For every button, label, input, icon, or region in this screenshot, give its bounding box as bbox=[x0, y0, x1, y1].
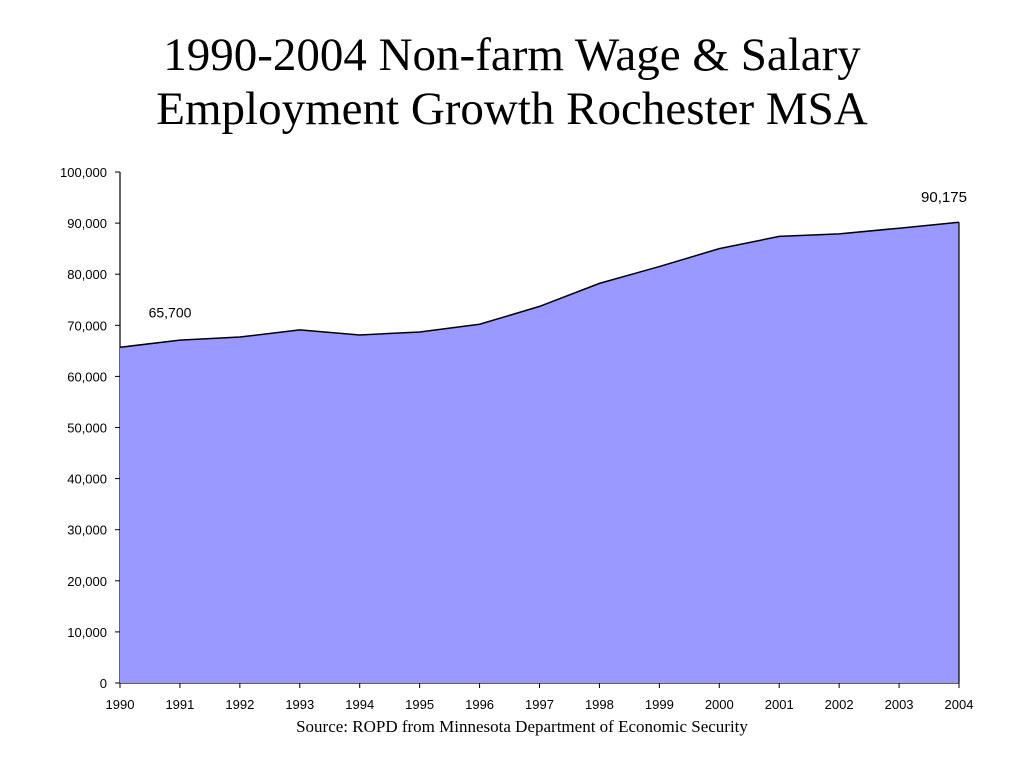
y-tick-label: 10,000 bbox=[67, 625, 107, 640]
data-labels: 65,700 90,175 bbox=[149, 189, 967, 320]
y-tick-label: 30,000 bbox=[67, 523, 107, 538]
x-tick-label: 2002 bbox=[825, 697, 854, 712]
x-tick-label: 2001 bbox=[765, 697, 794, 712]
plot-area bbox=[119, 221, 960, 683]
y-tick-label: 90,000 bbox=[67, 216, 107, 231]
x-tick-label: 1997 bbox=[525, 697, 554, 712]
data-label: 90,175 bbox=[921, 189, 967, 206]
y-tick-label: 40,000 bbox=[67, 472, 107, 487]
y-tick-label: 50,000 bbox=[67, 421, 107, 436]
y-tick-label: 0 bbox=[100, 676, 107, 691]
x-tick-labels: 1990 1991 1992 1993 1994 1995 1996 1997 1998 1999… bbox=[106, 697, 974, 712]
data-label: 65,700 bbox=[149, 304, 192, 320]
y-tick-label: 60,000 bbox=[67, 369, 107, 384]
series-area bbox=[120, 222, 959, 683]
x-tick-label: 2003 bbox=[885, 697, 914, 712]
x-tick-label: 1991 bbox=[165, 697, 194, 712]
y-tick-labels: 0 10,000 20,000 30,000 40,000 50,000 60,000 70,… bbox=[60, 165, 107, 691]
x-tick-label: 1996 bbox=[465, 697, 494, 712]
y-tick-label: 70,000 bbox=[67, 318, 107, 333]
chart-title-line-2: Employment Growth Rochester MSA bbox=[156, 83, 868, 135]
x-tick-label: 1999 bbox=[645, 697, 674, 712]
x-tick-label: 1993 bbox=[285, 697, 314, 712]
source-note: Source: ROPD from Minnesota Department o… bbox=[296, 717, 748, 736]
y-tick-label: 80,000 bbox=[67, 267, 107, 282]
x-tick-label: 2004 bbox=[945, 697, 974, 712]
chart-title: 1990-2004 Non-farm Wage & Salary Employm… bbox=[0, 28, 1024, 136]
chart-title-line-1: 1990-2004 Non-farm Wage & Salary bbox=[163, 29, 861, 81]
y-tick-label: 100,000 bbox=[60, 165, 107, 180]
x-tick-label: 1998 bbox=[585, 697, 614, 712]
x-tick-label: 2000 bbox=[705, 697, 734, 712]
x-tick-label: 1990 bbox=[106, 697, 135, 712]
y-tick-label: 20,000 bbox=[67, 574, 107, 589]
series-line bbox=[119, 221, 960, 349]
x-tick-label: 1995 bbox=[405, 697, 434, 712]
x-tick-label: 1992 bbox=[225, 697, 254, 712]
x-tick-label: 1994 bbox=[345, 697, 374, 712]
